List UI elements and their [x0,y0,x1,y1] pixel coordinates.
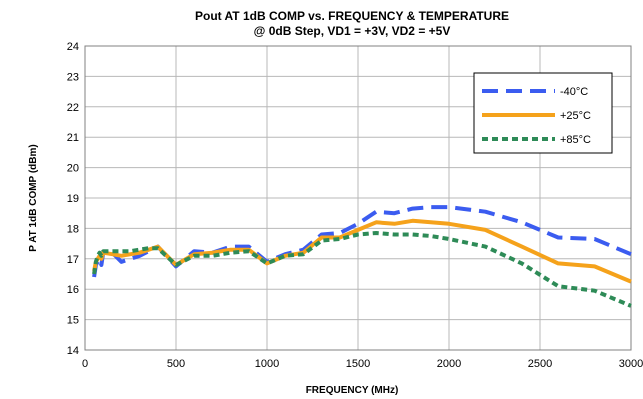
y-tick-label: 14 [67,345,79,357]
y-tick-label: 18 [67,223,79,235]
y-tick-label: 20 [67,163,79,175]
x-tick-label: 2000 [437,358,461,370]
x-axis-ticks: 0 500 1000 1500 2000 2500 3000 [82,358,643,370]
y-tick-label: 19 [67,193,79,205]
series-line-2 [92,218,632,284]
legend-label: -40°C [560,86,588,98]
series-lines [92,205,632,308]
x-tick-label: 1000 [255,358,279,370]
y-tick-label: 15 [67,315,79,327]
plot-area [84,45,632,351]
y-tick-label: 17 [67,254,79,266]
y-tick-label: 21 [67,132,79,144]
legend-label: +85°C [560,134,591,146]
y-tick-label: 24 [67,41,79,53]
series-line-1 [92,205,632,278]
legend: -40°C +25°C +85°C [473,72,613,154]
x-tick-label: 1500 [346,358,370,370]
x-tick-label: 500 [167,358,185,370]
series-line-3 [92,231,632,308]
x-axis-label: FREQUENCY (MHz) [306,385,399,396]
x-tick-label: 2500 [528,358,552,370]
legend-label: +25°C [560,110,591,122]
y-tick-label: 23 [67,71,79,83]
chart-title: Pout AT 1dB COMP vs. FREQUENCY & TEMPERA… [195,9,509,23]
x-tick-label: 0 [82,358,88,370]
y-tick-label: 22 [67,102,79,114]
y-tick-label: 16 [67,284,79,296]
chart-subtitle: @ 0dB Step, VD1 = +3V, VD2 = +5V [254,24,451,38]
y-axis-ticks: 14 15 16 17 18 19 20 21 22 23 24 [67,41,79,357]
x-tick-label: 3000 [619,358,643,370]
y-axis-label: P AT 1dB COMP (dBm) [28,144,39,251]
